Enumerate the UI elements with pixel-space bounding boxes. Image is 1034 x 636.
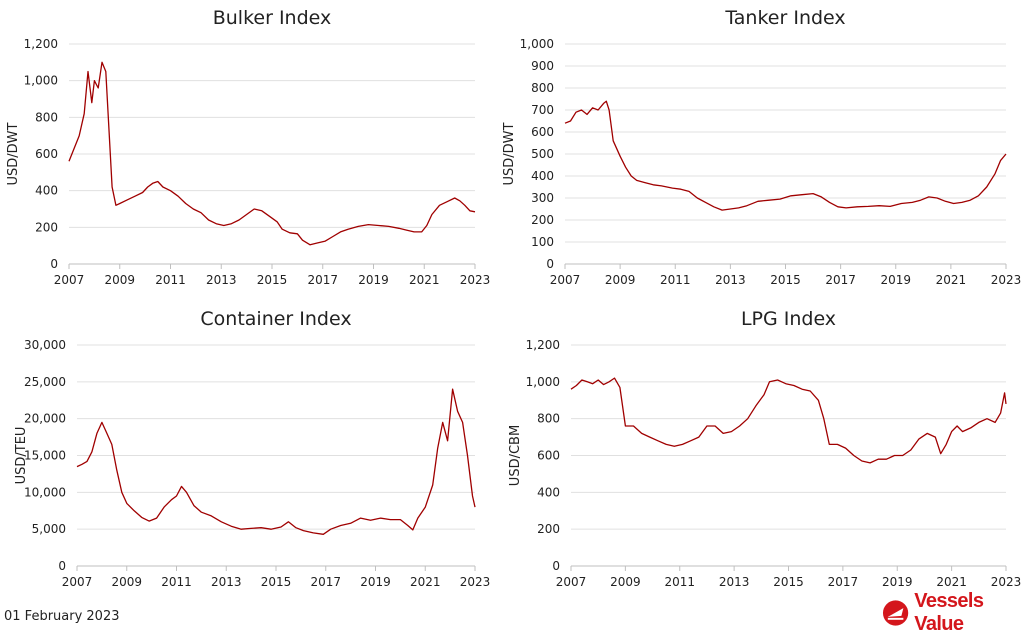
x-tick-label: 2007 — [62, 575, 93, 589]
y-tick-label: 200 — [537, 522, 560, 536]
y-tick-label: 0 — [546, 257, 554, 271]
y-tick-label: 600 — [537, 449, 560, 463]
x-tick-label: 2011 — [660, 273, 691, 287]
x-tick-label: 2009 — [610, 575, 641, 589]
y-tick-label: 400 — [537, 485, 560, 499]
chart-title: Container Index — [200, 308, 351, 330]
x-tick-label: 2023 — [991, 575, 1022, 589]
y-tick-label: 20,000 — [24, 412, 66, 426]
y-axis-label: USD/CBM — [508, 425, 523, 486]
series-line — [564, 100, 1007, 211]
x-tick-label: 2021 — [409, 273, 440, 287]
x-tick-label: 2017 — [825, 273, 856, 287]
y-tick-label: 1,200 — [526, 338, 560, 352]
y-tick-label: 0 — [552, 559, 560, 573]
chart-title: LPG Index — [741, 308, 836, 330]
y-tick-label: 0 — [50, 257, 58, 271]
x-tick-label: 2017 — [828, 575, 859, 589]
x-tick-label: 2021 — [936, 273, 967, 287]
y-tick-label: 15,000 — [24, 449, 66, 463]
x-tick-label: 2015 — [261, 575, 292, 589]
y-tick-label: 300 — [531, 191, 554, 205]
chart-panel: Bulker Index 0 200 400 600 800 1,000 1,200 2007 2… — [6, 7, 490, 287]
x-tick-label: 2019 — [360, 575, 391, 589]
x-tick-label: 2019 — [880, 273, 911, 287]
x-tick-label: 2013 — [715, 273, 746, 287]
y-tick-label: 600 — [531, 125, 554, 139]
brand-logo: Vessels Value — [882, 590, 1034, 635]
chart-panel: Tanker Index 0 100 200 300 400 500 600 700 800 900… — [502, 7, 1021, 287]
x-tick-label: 2023 — [460, 575, 491, 589]
x-tick-label: 2011 — [664, 575, 695, 589]
y-axis-label: USD/DWT — [6, 122, 21, 185]
series-line — [570, 377, 1007, 464]
y-tick-label: 100 — [531, 235, 554, 249]
y-tick-label: 400 — [35, 184, 58, 198]
y-tick-label: 800 — [537, 412, 560, 426]
y-tick-label: 1,000 — [526, 375, 560, 389]
y-tick-label: 0 — [58, 559, 66, 573]
y-tick-label: 800 — [531, 81, 554, 95]
y-tick-label: 700 — [531, 103, 554, 117]
y-tick-label: 30,000 — [24, 338, 66, 352]
x-tick-label: 2019 — [882, 575, 913, 589]
x-tick-label: 2013 — [206, 273, 237, 287]
y-axis-label: USD/TEU — [14, 427, 29, 485]
y-tick-label: 800 — [35, 110, 58, 124]
x-tick-label: 2011 — [155, 273, 186, 287]
chart-panel: LPG Index 0 200 400 600 800 1,000 1,200 2007 2009… — [508, 308, 1021, 589]
x-tick-label: 2023 — [460, 273, 491, 287]
x-tick-label: 2013 — [211, 575, 242, 589]
y-tick-label: 10,000 — [24, 485, 66, 499]
y-tick-label: 400 — [531, 169, 554, 183]
y-tick-label: 200 — [531, 213, 554, 227]
x-tick-label: 2007 — [54, 273, 85, 287]
x-tick-label: 2021 — [410, 575, 441, 589]
y-tick-label: 600 — [35, 147, 58, 161]
y-tick-label: 5,000 — [32, 522, 66, 536]
series-line — [68, 61, 476, 246]
y-axis-label: USD/DWT — [502, 122, 517, 185]
x-tick-label: 2011 — [161, 575, 192, 589]
chart-title: Bulker Index — [213, 7, 332, 29]
y-tick-label: 900 — [531, 59, 554, 73]
x-tick-label: 2019 — [358, 273, 389, 287]
x-tick-label: 2021 — [936, 575, 967, 589]
x-tick-label: 2015 — [257, 273, 288, 287]
chart-title: Tanker Index — [724, 7, 845, 29]
x-tick-label: 2023 — [991, 273, 1022, 287]
y-tick-label: 25,000 — [24, 375, 66, 389]
x-tick-label: 2015 — [773, 575, 804, 589]
y-tick-label: 500 — [531, 147, 554, 161]
series-line — [76, 388, 476, 535]
x-tick-label: 2007 — [556, 575, 587, 589]
y-tick-label: 1,000 — [520, 37, 554, 51]
x-tick-label: 2009 — [104, 273, 135, 287]
vessels-value-logo-icon — [882, 600, 909, 626]
x-tick-label: 2015 — [770, 273, 801, 287]
chart-panel: Container Index 0 5,000 10,000 15,000 20,000 2… — [14, 308, 490, 589]
report-date: 01 February 2023 — [4, 609, 120, 624]
x-tick-label: 2009 — [605, 273, 636, 287]
x-tick-label: 2013 — [719, 575, 750, 589]
brand-name: Vessels Value — [914, 590, 984, 635]
x-tick-label: 2017 — [310, 575, 341, 589]
x-tick-label: 2017 — [307, 273, 338, 287]
x-tick-label: 2009 — [111, 575, 142, 589]
y-tick-label: 1,000 — [24, 74, 58, 88]
y-tick-label: 200 — [35, 220, 58, 234]
x-tick-label: 2007 — [550, 273, 581, 287]
y-tick-label: 1,200 — [24, 37, 58, 51]
